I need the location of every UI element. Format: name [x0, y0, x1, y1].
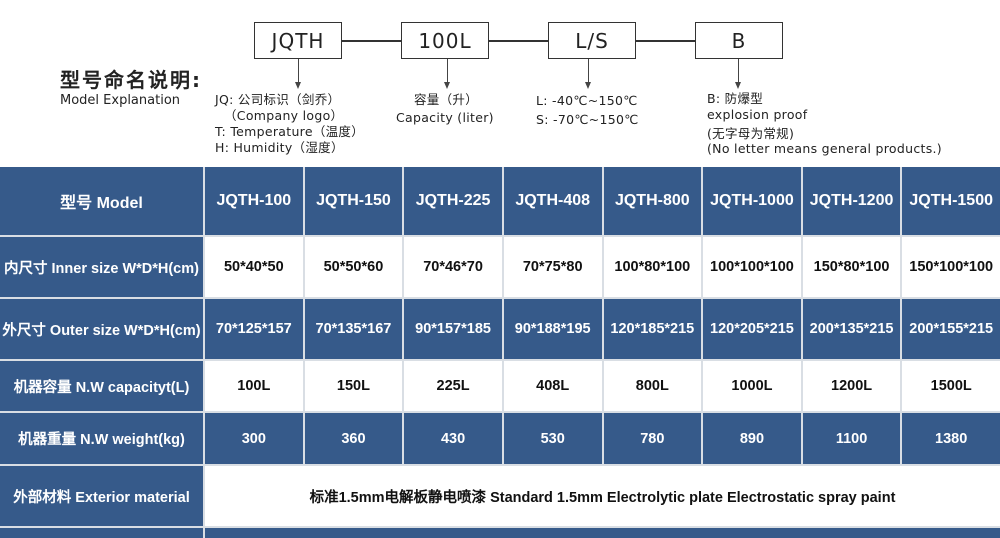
- table-cell: 408L: [503, 361, 602, 411]
- row-label: 外尺寸 Outer size W*D*H(cm): [0, 299, 203, 359]
- table-cell: 70*125*157: [205, 299, 303, 359]
- arrow-down-icon: [735, 59, 741, 89]
- model-header: JQTH-408: [503, 167, 602, 235]
- table-cell: 430: [404, 413, 502, 464]
- connector-line: [636, 40, 695, 42]
- table-cell: 70*46*70: [404, 237, 502, 297]
- table-cell: 100L: [205, 361, 303, 411]
- note-general-cn: (无字母为常规): [707, 126, 795, 141]
- table-cell: 225L: [404, 361, 502, 411]
- table-cell: 300: [205, 413, 303, 464]
- table-cell: 1380: [902, 413, 1000, 464]
- explanation-title-cn: 型号命名说明:: [60, 68, 202, 92]
- arrow-down-icon: [444, 59, 450, 89]
- note-temp-s: S: -70℃~150℃: [536, 112, 639, 127]
- table-cell-partial: [205, 528, 1000, 538]
- table-cell: 150*100*100: [902, 237, 1000, 297]
- note-capacity-en: Capacity (liter): [396, 110, 494, 125]
- model-header: JQTH-225: [404, 167, 502, 235]
- code-box-b: B: [695, 22, 783, 59]
- note-b-en: explosion proof: [707, 107, 808, 122]
- table-cell: 70*75*80: [503, 237, 602, 297]
- row-label: 机器容量 N.W capacityt(L): [0, 361, 203, 411]
- table-cell: 120*185*215: [603, 299, 702, 359]
- connector-line: [489, 40, 548, 42]
- table-cell: 150L: [304, 361, 403, 411]
- table-cell: 90*157*185: [404, 299, 502, 359]
- model-header: JQTH-100: [205, 167, 303, 235]
- row-label-partial: [0, 528, 203, 538]
- table-cell: 1200L: [802, 361, 901, 411]
- table-cell: 70*135*167: [304, 299, 403, 359]
- note-temperature: T: Temperature（温度）: [215, 124, 365, 139]
- table-cell: 120*205*215: [703, 299, 801, 359]
- table-cell: 150*80*100: [802, 237, 901, 297]
- code-box-temp: L/S: [548, 22, 636, 59]
- table-cell: 530: [503, 413, 602, 464]
- model-header: JQTH-150: [304, 167, 403, 235]
- model-header: JQTH-800: [603, 167, 702, 235]
- header-label: 型号 Model: [0, 167, 203, 235]
- table-cell: 1100: [802, 413, 901, 464]
- model-header: JQTH-1500: [902, 167, 1000, 235]
- arrow-down-icon: [295, 59, 301, 89]
- model-header: JQTH-1200: [802, 167, 901, 235]
- table-cell: 90*188*195: [503, 299, 602, 359]
- table-cell: 1500L: [902, 361, 1000, 411]
- code-box-capacity: 100L: [401, 22, 489, 59]
- exterior-material-value: 标准1.5mm电解板静电喷漆 Standard 1.5mm Electrolyt…: [205, 466, 1000, 526]
- connector-line: [342, 40, 401, 42]
- code-box-jqth: JQTH: [254, 22, 342, 59]
- note-humidity: H: Humidity（湿度）: [215, 140, 344, 155]
- model-header: JQTH-1000: [703, 167, 801, 235]
- explanation-title-en: Model Explanation: [60, 93, 181, 108]
- note-temp-l: L: -40℃~150℃: [536, 93, 638, 108]
- table-cell: 200*135*215: [802, 299, 901, 359]
- note-jq: JQ: 公司标识（剑乔）: [215, 92, 341, 107]
- table-cell: 890: [703, 413, 801, 464]
- note-capacity-cn: 容量（升）: [414, 92, 479, 107]
- table-cell: 200*155*215: [902, 299, 1000, 359]
- row-label: 内尺寸 Inner size W*D*H(cm): [0, 237, 203, 297]
- spec-table: 型号 Model JQTH-100 JQTH-150 JQTH-225 JQTH-408…: [0, 167, 1000, 538]
- arrow-down-icon: [585, 59, 591, 89]
- table-cell: 800L: [603, 361, 702, 411]
- table-cell: 1000L: [703, 361, 801, 411]
- row-label: 机器重量 N.W weight(kg): [0, 413, 203, 464]
- table-cell: 50*50*60: [304, 237, 403, 297]
- note-general-en: (No letter means general products.): [707, 141, 942, 156]
- note-b-cn: B: 防爆型: [707, 91, 764, 106]
- table-cell: 100*100*100: [703, 237, 801, 297]
- table-cell: 780: [603, 413, 702, 464]
- note-company-logo: （Company logo）: [224, 108, 344, 123]
- table-cell: 50*40*50: [205, 237, 303, 297]
- table-cell: 360: [304, 413, 403, 464]
- row-label-exterior: 外部材料 Exterior material: [0, 466, 203, 526]
- table-cell: 100*80*100: [603, 237, 702, 297]
